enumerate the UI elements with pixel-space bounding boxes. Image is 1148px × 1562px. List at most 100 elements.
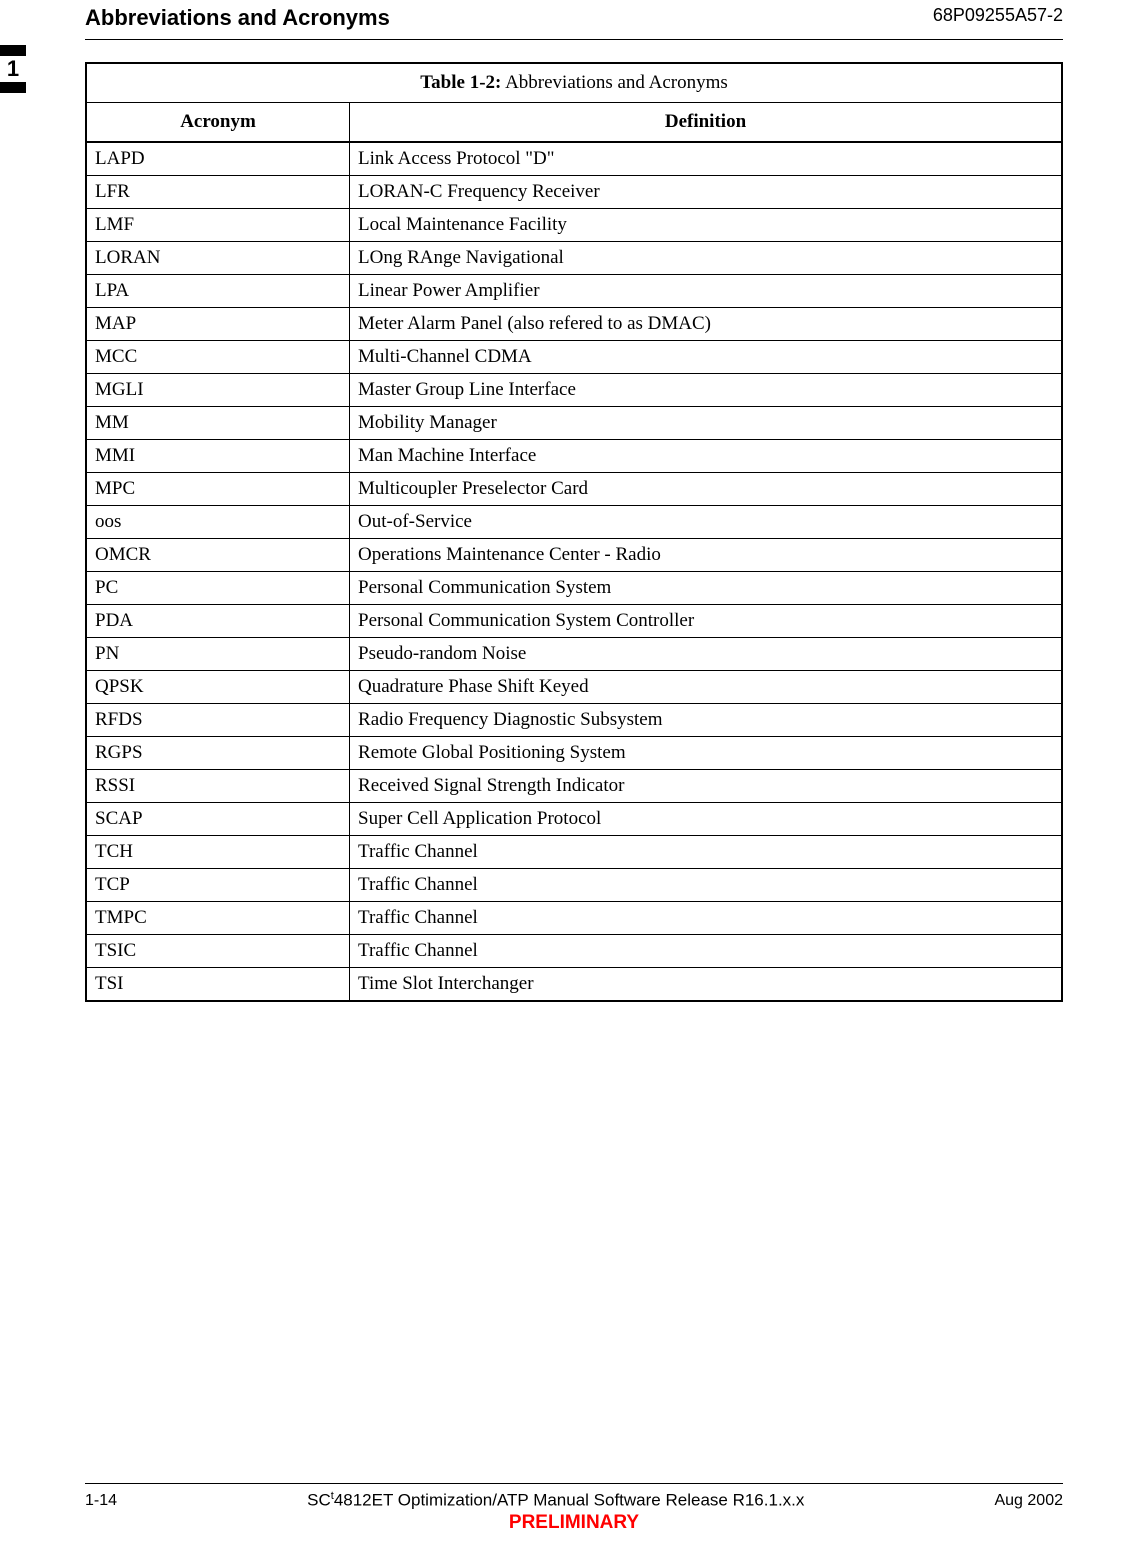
- acronym-cell: OMCR: [86, 539, 350, 572]
- chapter-tab-marker: 1: [0, 45, 26, 93]
- footer-date: Aug 2002: [994, 1492, 1063, 1510]
- table-row: LAPDLink Access Protocol "D": [86, 142, 1062, 176]
- acronym-cell: RSSI: [86, 770, 350, 803]
- definition-cell: Personal Communication System: [350, 572, 1062, 605]
- definition-cell: Man Machine Interface: [350, 440, 1062, 473]
- column-header-definition: Definition: [350, 103, 1062, 143]
- acronym-cell: TMPC: [86, 902, 350, 935]
- acronym-cell: TSI: [86, 968, 350, 1002]
- table-row: LFRLORAN-C Frequency Receiver: [86, 176, 1062, 209]
- definition-cell: Time Slot Interchanger: [350, 968, 1062, 1002]
- acronym-cell: TCH: [86, 836, 350, 869]
- table-row: MGLIMaster Group Line Interface: [86, 374, 1062, 407]
- table-row: SCAPSuper Cell Application Protocol: [86, 803, 1062, 836]
- acronym-cell: MMI: [86, 440, 350, 473]
- definition-cell: Pseudo-random Noise: [350, 638, 1062, 671]
- definition-cell: Traffic Channel: [350, 869, 1062, 902]
- table-row: MMIMan Machine Interface: [86, 440, 1062, 473]
- definition-cell: Link Access Protocol "D": [350, 142, 1062, 176]
- acronym-cell: LFR: [86, 176, 350, 209]
- table-row: PDAPersonal Communication System Control…: [86, 605, 1062, 638]
- definition-cell: Mobility Manager: [350, 407, 1062, 440]
- definition-cell: Received Signal Strength Indicator: [350, 770, 1062, 803]
- table-row: LMFLocal Maintenance Facility: [86, 209, 1062, 242]
- table-row: TCPTraffic Channel: [86, 869, 1062, 902]
- footer-preliminary-label: PRELIMINARY: [85, 1512, 1063, 1534]
- footer-page-number: 1-14: [85, 1492, 117, 1510]
- acronym-cell: LAPD: [86, 142, 350, 176]
- abbreviations-table: Table 1-2: Abbreviations and Acronyms Ac…: [85, 62, 1063, 1002]
- page-header: Abbreviations and Acronyms 68P09255A57-2: [85, 5, 1063, 40]
- definition-cell: Quadrature Phase Shift Keyed: [350, 671, 1062, 704]
- tab-decoration-bottom: [0, 82, 26, 93]
- definition-cell: LOng RAnge Navigational: [350, 242, 1062, 275]
- acronym-cell: MM: [86, 407, 350, 440]
- tab-decoration-top: [0, 45, 26, 56]
- footer-center-text: SCt4812ET Optimization/ATP Manual Softwa…: [307, 1490, 804, 1511]
- acronym-cell: LORAN: [86, 242, 350, 275]
- column-header-acronym: Acronym: [86, 103, 350, 143]
- table-row: OMCROperations Maintenance Center - Radi…: [86, 539, 1062, 572]
- acronym-cell: RFDS: [86, 704, 350, 737]
- acronym-cell: PC: [86, 572, 350, 605]
- acronym-cell: PDA: [86, 605, 350, 638]
- definition-cell: Linear Power Amplifier: [350, 275, 1062, 308]
- table-title-cell: Table 1-2: Abbreviations and Acronyms: [86, 63, 1062, 103]
- definition-cell: Personal Communication System Controller: [350, 605, 1062, 638]
- footer-prefix: SC: [307, 1491, 331, 1510]
- table-header-row: Acronym Definition: [86, 103, 1062, 143]
- table-row: MAPMeter Alarm Panel (also refered to as…: [86, 308, 1062, 341]
- acronym-cell: MPC: [86, 473, 350, 506]
- table-row: LORANLOng RAnge Navigational: [86, 242, 1062, 275]
- acronym-cell: MGLI: [86, 374, 350, 407]
- table-row: TCHTraffic Channel: [86, 836, 1062, 869]
- header-docid: 68P09255A57-2: [933, 5, 1063, 26]
- table-row: RGPSRemote Global Positioning System: [86, 737, 1062, 770]
- header-title: Abbreviations and Acronyms: [85, 5, 390, 31]
- acronym-cell: PN: [86, 638, 350, 671]
- definition-cell: Local Maintenance Facility: [350, 209, 1062, 242]
- table-row: oosOut-of-Service: [86, 506, 1062, 539]
- acronym-cell: TCP: [86, 869, 350, 902]
- footer-manual-title: 4812ET Optimization/ATP Manual Software …: [334, 1491, 805, 1510]
- definition-cell: Multicoupler Preselector Card: [350, 473, 1062, 506]
- acronym-cell: LMF: [86, 209, 350, 242]
- table-title-text: Abbreviations and Acronyms: [505, 72, 728, 93]
- acronym-cell: MAP: [86, 308, 350, 341]
- definition-cell: Operations Maintenance Center - Radio: [350, 539, 1062, 572]
- table-title-row: Table 1-2: Abbreviations and Acronyms: [86, 63, 1062, 103]
- table-row: RFDSRadio Frequency Diagnostic Subsystem: [86, 704, 1062, 737]
- definition-cell: Meter Alarm Panel (also refered to as DM…: [350, 308, 1062, 341]
- definition-cell: LORAN-C Frequency Receiver: [350, 176, 1062, 209]
- acronym-cell: LPA: [86, 275, 350, 308]
- acronym-cell: QPSK: [86, 671, 350, 704]
- table-row: PNPseudo-random Noise: [86, 638, 1062, 671]
- definition-cell: Out-of-Service: [350, 506, 1062, 539]
- definition-cell: Remote Global Positioning System: [350, 737, 1062, 770]
- table-row: TSITime Slot Interchanger: [86, 968, 1062, 1002]
- table-row: TSICTraffic Channel: [86, 935, 1062, 968]
- definition-cell: Master Group Line Interface: [350, 374, 1062, 407]
- table-row: MPCMulticoupler Preselector Card: [86, 473, 1062, 506]
- definition-cell: Radio Frequency Diagnostic Subsystem: [350, 704, 1062, 737]
- acronym-cell: TSIC: [86, 935, 350, 968]
- abbreviations-table-container: Table 1-2: Abbreviations and Acronyms Ac…: [85, 62, 1063, 1002]
- table-row: RSSIReceived Signal Strength Indicator: [86, 770, 1062, 803]
- table-row: TMPCTraffic Channel: [86, 902, 1062, 935]
- table-title-label: Table 1-2:: [420, 72, 501, 93]
- table-row: PCPersonal Communication System: [86, 572, 1062, 605]
- table-row: LPALinear Power Amplifier: [86, 275, 1062, 308]
- definition-cell: Traffic Channel: [350, 935, 1062, 968]
- footer-line: 1-14 SCt4812ET Optimization/ATP Manual S…: [85, 1490, 1063, 1511]
- acronym-cell: RGPS: [86, 737, 350, 770]
- definition-cell: Traffic Channel: [350, 902, 1062, 935]
- table-row: MCCMulti-Channel CDMA: [86, 341, 1062, 374]
- definition-cell: Super Cell Application Protocol: [350, 803, 1062, 836]
- definition-cell: Multi-Channel CDMA: [350, 341, 1062, 374]
- table-row: QPSKQuadrature Phase Shift Keyed: [86, 671, 1062, 704]
- table-body: LAPDLink Access Protocol "D"LFRLORAN-C F…: [86, 142, 1062, 1001]
- page-footer: 1-14 SCt4812ET Optimization/ATP Manual S…: [85, 1483, 1063, 1534]
- definition-cell: Traffic Channel: [350, 836, 1062, 869]
- table-row: MMMobility Manager: [86, 407, 1062, 440]
- acronym-cell: oos: [86, 506, 350, 539]
